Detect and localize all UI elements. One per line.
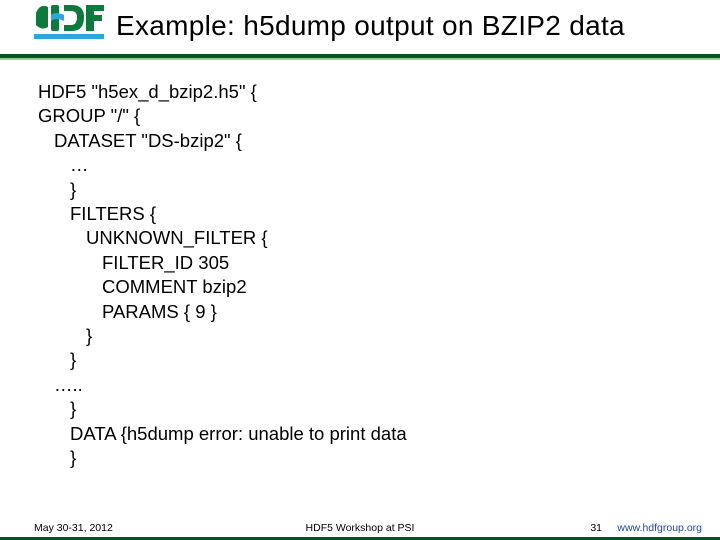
slide: Example: h5dump output on BZIP2 data HDF… [0,0,720,540]
code-line: UNKNOWN_FILTER { [38,226,688,250]
code-line: ….. [38,373,688,397]
code-line: } [38,178,688,202]
code-line: … [38,153,688,177]
divider-light [0,58,720,60]
code-line: PARAMS { 9 } [38,300,688,324]
code-line: } [38,348,688,372]
code-line: DATA {h5dump error: unable to print data [38,422,688,446]
code-line: HDF5 "h5ex_d_bzip2.h5" { [38,80,688,104]
code-line: COMMENT bzip2 [38,275,688,299]
code-line: GROUP "/" { [38,104,688,128]
footer-url: www.hdfgroup.org [617,522,702,534]
footer-center: HDF5 Workshop at PSI [0,522,720,534]
code-line: FILTER_ID 305 [38,251,688,275]
hdf-logo [34,3,104,52]
code-line: } [38,324,688,348]
code-line: DATASET "DS-bzip2" { [38,129,688,153]
header: Example: h5dump output on BZIP2 data [0,0,720,62]
footer-page: 31 [590,522,602,534]
code-line: } [38,446,688,470]
footer: May 30-31, 2012 HDF5 Workshop at PSI 31 … [0,518,720,540]
slide-title: Example: h5dump output on BZIP2 data [116,10,625,42]
code-line: } [38,397,688,421]
code-output: HDF5 "h5ex_d_bzip2.h5" {GROUP "/" {DATAS… [38,80,688,471]
code-line: FILTERS { [38,202,688,226]
